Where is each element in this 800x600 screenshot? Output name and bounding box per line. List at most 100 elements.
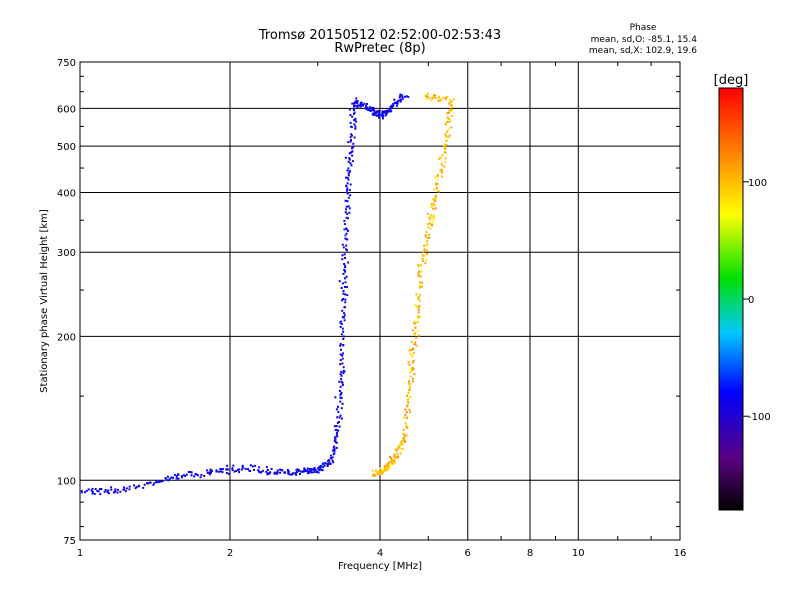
data-point-o [91, 490, 94, 493]
data-point-x [438, 158, 441, 161]
colorbar-tick-label: -100 [748, 412, 771, 423]
data-point-x [432, 214, 435, 217]
data-point-x [433, 199, 436, 202]
data-point-o [347, 261, 350, 264]
data-point-o [116, 488, 119, 491]
data-point-o [326, 460, 329, 463]
data-point-o [128, 488, 131, 491]
data-point-o [227, 468, 230, 471]
data-point-o [342, 338, 345, 340]
data-point-o [310, 468, 313, 471]
data-point-x [424, 234, 427, 237]
data-point-x [435, 97, 438, 100]
data-point-x [405, 434, 408, 437]
data-point-x [382, 469, 385, 472]
data-point-o [143, 483, 146, 486]
data-point-o [123, 488, 126, 491]
data-point-o [359, 101, 362, 104]
axis-ticks: 1 2 4 6 8 10 16 75 100 200 300 400 500 600 750 [57, 58, 686, 559]
gridlines [80, 62, 680, 540]
data-point-x [445, 140, 448, 143]
data-point-x [443, 165, 446, 168]
data-point-o [340, 333, 343, 336]
data-point-o [346, 285, 348, 288]
data-point-x [443, 145, 446, 147]
data-point-x [425, 98, 428, 101]
x-tick-label: 2 [227, 548, 233, 559]
data-point-o [341, 354, 344, 357]
data-point-x [425, 95, 428, 98]
data-point-x [412, 380, 414, 383]
data-point-o [333, 452, 336, 455]
data-point-o [348, 170, 351, 172]
data-point-x [410, 340, 413, 343]
data-point-o [319, 467, 322, 470]
data-point-o [345, 275, 348, 278]
data-point-o [359, 105, 362, 108]
data-point-o [348, 108, 351, 111]
data-point-x [372, 474, 374, 477]
data-point-o [208, 473, 211, 476]
data-point-x [450, 103, 453, 106]
data-point-o [339, 414, 342, 417]
data-point-o [329, 454, 332, 457]
data-point-o [339, 353, 342, 356]
data-points [80, 92, 455, 496]
data-point-o [351, 115, 354, 118]
data-point-o [99, 493, 102, 496]
data-point-x [401, 440, 404, 443]
data-point-x [408, 385, 411, 388]
data-point-o [334, 436, 337, 439]
data-point-o [190, 474, 193, 477]
data-point-x [426, 253, 428, 256]
data-point-x [423, 248, 426, 251]
data-point-x [451, 106, 453, 109]
data-point-o [353, 112, 355, 115]
data-point-o [193, 475, 196, 478]
data-point-o [345, 248, 348, 251]
data-point-o [346, 177, 349, 179]
data-point-o [372, 114, 375, 116]
data-point-x [436, 190, 439, 193]
data-point-x [414, 341, 417, 344]
data-point-x [433, 96, 436, 99]
data-point-o [295, 473, 298, 476]
data-point-x [440, 163, 443, 166]
data-point-o [283, 471, 286, 474]
data-point-o [353, 104, 356, 107]
data-point-x [438, 96, 441, 99]
data-point-x [394, 456, 396, 459]
data-point-o [340, 287, 343, 289]
data-point-o [340, 374, 343, 377]
data-point-o [369, 107, 372, 110]
data-point-o [372, 109, 375, 112]
data-point-o [343, 306, 346, 309]
data-point-x [389, 456, 392, 459]
data-point-o [346, 200, 349, 203]
data-point-x [430, 99, 433, 102]
data-point-o [247, 468, 249, 471]
data-point-x [444, 133, 447, 136]
data-point-o [390, 104, 393, 107]
data-point-o [299, 470, 302, 473]
y-tick-label: 400 [57, 188, 76, 199]
data-point-x [418, 284, 421, 287]
data-point-o [350, 125, 352, 128]
data-point-o [376, 111, 379, 114]
data-point-o [351, 160, 354, 163]
data-point-o [333, 447, 336, 450]
data-point-o [335, 425, 338, 428]
data-point-x [408, 396, 411, 399]
data-point-o [352, 109, 355, 111]
data-point-o [287, 472, 290, 475]
data-point-o [346, 192, 349, 195]
data-point-o [344, 237, 347, 240]
data-point-o [326, 465, 329, 467]
data-point-o [137, 485, 140, 488]
data-point-x [403, 433, 406, 436]
data-point-o [177, 473, 180, 476]
data-point-x [376, 471, 379, 474]
data-point-x [431, 221, 434, 224]
data-point-o [346, 238, 349, 241]
y-tick-label: 300 [57, 248, 76, 259]
